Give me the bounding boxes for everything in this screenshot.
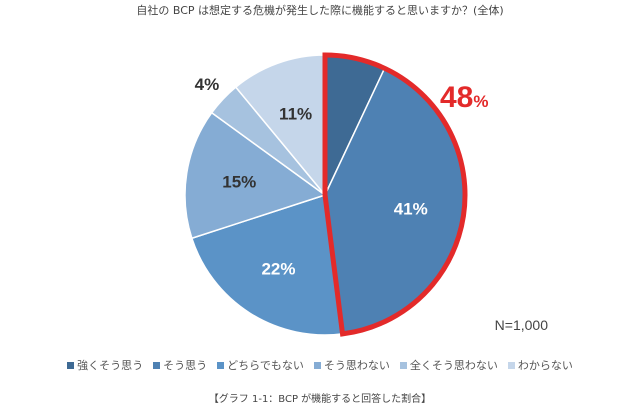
legend-label: そう思わない	[323, 359, 390, 372]
sample-size-note: N=1,000	[495, 317, 549, 333]
legend-swatch	[313, 361, 321, 369]
chart-legend: 強くそう思う そう思う どちらでもない そう思わない 全くそう思わない わからない	[0, 357, 640, 373]
legend-swatch	[153, 361, 161, 369]
legend-label: 全くそう思わない	[409, 359, 498, 372]
legend-item-3: どちらでもない	[217, 357, 304, 373]
legend-label: どちらでもない	[227, 359, 304, 372]
legend-item-5: 全くそう思わない	[399, 357, 498, 373]
slice-label-3: 22%	[261, 259, 295, 278]
chart-title: 自社の BCP は想定する危機が発生した際に機能すると思いますか？(全体)	[136, 4, 504, 17]
highlight-outline	[322, 52, 468, 337]
pie-slice-4	[184, 111, 327, 240]
slice-label-5: 4%	[195, 75, 220, 94]
legend-swatch	[217, 361, 225, 369]
pie-slice-3	[190, 194, 344, 336]
legend-label: 強くそう思う	[77, 359, 144, 372]
legend-swatch	[507, 361, 515, 369]
figure-caption: 【グラフ 1-1：BCP が機能すると回答した割合】	[208, 394, 432, 405]
legend-item-2: そう思う	[153, 357, 207, 373]
legend-label: そう思う	[163, 359, 208, 372]
pie-slice-6	[234, 54, 326, 198]
slice-label-4: 15%	[222, 172, 256, 191]
legend-item-6: わからない	[507, 357, 573, 373]
slice-label-6: 11%	[279, 104, 312, 123]
legend-item-4: そう思わない	[313, 357, 390, 373]
slice-label-2: 41%	[394, 200, 428, 219]
legend-swatch	[399, 361, 407, 369]
legend-swatch	[67, 361, 75, 369]
highlight-total-label: 48%	[440, 81, 489, 114]
legend-label: わからない	[517, 359, 573, 372]
legend-item-1: 強くそう思う	[67, 357, 143, 373]
slice-label-1: 7%	[348, 28, 373, 47]
